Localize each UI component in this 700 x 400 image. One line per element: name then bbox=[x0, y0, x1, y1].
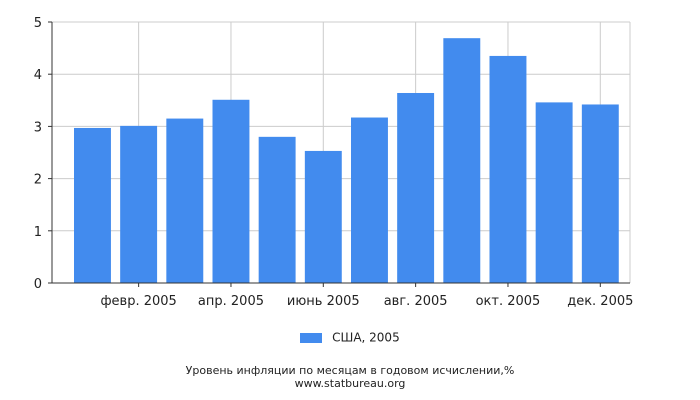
y-tick-label: 0 bbox=[34, 277, 42, 292]
x-tick-label: февр. 2005 bbox=[100, 294, 176, 309]
x-tick-label: дек. 2005 bbox=[567, 294, 633, 309]
bar bbox=[581, 104, 619, 283]
bar bbox=[397, 92, 435, 283]
y-tick-label: 2 bbox=[34, 173, 42, 188]
y-tick-label: 4 bbox=[34, 68, 42, 83]
legend-label: США, 2005 bbox=[332, 330, 400, 345]
bar-chart: 0 1 2 3 4 5 февр. 2005 апр. 2005 июнь 2005 авг. … bbox=[34, 16, 634, 309]
y-tick-labels: 0 1 2 3 4 5 bbox=[34, 16, 42, 292]
chart-title: Уровень инфляции по месяцам в годовом ис… bbox=[185, 364, 515, 377]
legend-swatch bbox=[300, 332, 323, 343]
x-tick-label: июнь 2005 bbox=[287, 294, 360, 309]
x-tick-label: окт. 2005 bbox=[476, 294, 541, 309]
bar bbox=[535, 102, 573, 283]
axes bbox=[48, 21, 630, 287]
bars bbox=[74, 38, 619, 284]
bar bbox=[74, 127, 111, 283]
bar bbox=[489, 55, 527, 284]
bar bbox=[120, 125, 158, 284]
bar bbox=[443, 38, 481, 283]
bar bbox=[304, 150, 342, 283]
x-tick-label: авг. 2005 bbox=[384, 294, 448, 309]
bar bbox=[212, 99, 250, 283]
legend: США, 2005 bbox=[0, 330, 700, 345]
y-tick-label: 3 bbox=[34, 120, 42, 135]
y-tick-label: 1 bbox=[34, 225, 42, 240]
bar bbox=[351, 117, 388, 283]
x-tick-label: апр. 2005 bbox=[198, 294, 264, 309]
bar bbox=[258, 136, 296, 283]
bar bbox=[166, 118, 204, 283]
x-tick-labels: февр. 2005 апр. 2005 июнь 2005 авг. 2005 окт… bbox=[100, 294, 633, 309]
y-tick-label: 5 bbox=[34, 16, 42, 31]
source-url: www.statbureau.org bbox=[294, 377, 406, 390]
